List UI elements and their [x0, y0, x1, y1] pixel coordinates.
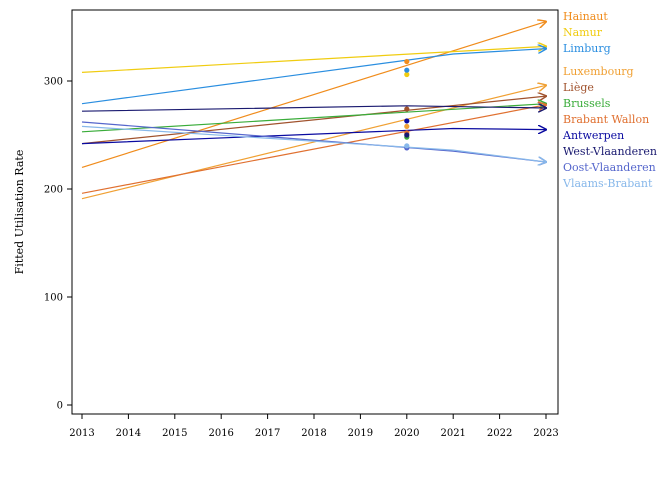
legend-entry: Oost-Vlaanderen: [563, 161, 656, 174]
series-line: [81, 125, 546, 162]
data-point-2020: [404, 143, 410, 149]
x-tick-label: 2023: [533, 428, 558, 439]
series-line: [81, 85, 546, 200]
series-line: [81, 49, 546, 105]
series-line: [81, 104, 546, 133]
x-axis: 2013 2014 2015 2016 2017 2018 2019 2020 2021 2022…: [69, 414, 559, 439]
series-line: [81, 106, 546, 111]
x-tick-label: 2019: [348, 428, 373, 439]
data-point-2020: [404, 123, 410, 129]
legend-entry: Vlaams-Brabant: [562, 177, 653, 190]
series-line: [81, 129, 546, 145]
data-point-2020: [404, 132, 410, 138]
x-tick-label: 2016: [208, 428, 233, 439]
series-line: [81, 46, 546, 73]
data-point-2020: [404, 118, 410, 124]
y-tick-label: 300: [44, 77, 63, 88]
legend-entry: Liège: [563, 81, 594, 94]
data-point-2020: [404, 71, 410, 78]
y-tick-label: 200: [44, 185, 63, 196]
legend-entry: Namur: [563, 26, 603, 39]
legend-entry: Antwerpen: [562, 129, 624, 142]
x-tick-label: 2022: [487, 428, 512, 439]
data-point-2020: [404, 67, 410, 73]
data-point-2020: [404, 106, 410, 112]
legend: Hainaut Namur Limburg Luxembourg Liège Brusse…: [562, 10, 657, 190]
y-axis: 0 100 200 300: [44, 77, 72, 412]
legend-entry: Limburg: [563, 42, 611, 55]
series-line: [81, 96, 546, 145]
legend-entry: Brabant Wallon: [563, 113, 649, 126]
y-tick-label: 0: [57, 401, 63, 412]
series-line: [81, 22, 546, 168]
legend-entry: Brussels: [563, 97, 611, 110]
legend-entry: West-Vlaanderen: [563, 145, 657, 158]
x-tick-label: 2021: [440, 428, 465, 439]
series-points: [404, 58, 410, 151]
y-tick-label: 100: [44, 293, 63, 304]
x-tick-label: 2018: [301, 428, 326, 439]
data-point-2020: [404, 58, 410, 65]
x-tick-label: 2013: [69, 428, 94, 439]
legend-entry: Luxembourg: [563, 65, 634, 78]
legend-entry: Hainaut: [563, 10, 608, 23]
series-lines: [81, 22, 546, 200]
x-tick-label: 2017: [255, 428, 280, 439]
y-axis-title: Fitted Utilisation Rate: [13, 150, 26, 275]
x-tick-label: 2020: [394, 428, 419, 439]
series-line: [81, 105, 546, 194]
x-tick-label: 2015: [162, 428, 187, 439]
plot-frame: [71, 9, 559, 415]
x-tick-label: 2014: [116, 428, 141, 439]
